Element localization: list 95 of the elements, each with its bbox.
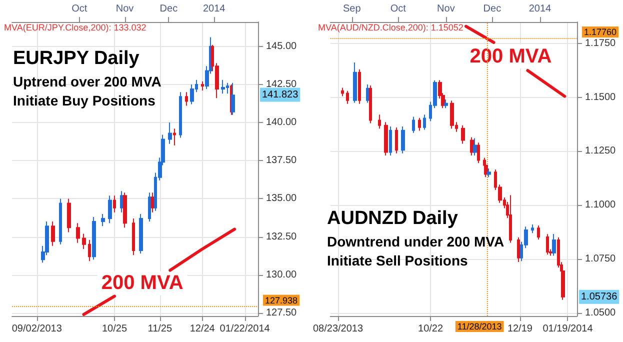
ref-line-label: 127.938	[265, 295, 298, 306]
x2-tick-label: Nov	[116, 4, 134, 14]
candlestick	[509, 194, 512, 244]
x2-tick-label: 2014	[528, 4, 552, 14]
candlestick	[423, 114, 426, 130]
y-tick-label: 1.0500	[585, 307, 616, 318]
y-tick-label: 140.00	[266, 117, 298, 128]
candlestick	[473, 138, 477, 156]
x-tick-label: 01/19/2014	[542, 324, 594, 334]
candlestick	[487, 168, 491, 178]
candlestick	[353, 62, 357, 104]
y-tick-label: 135.00	[266, 193, 298, 204]
candlestick	[401, 126, 405, 154]
candlestick	[82, 233, 86, 250]
series-label: 200 MVA	[470, 45, 552, 68]
candlestick	[358, 68, 361, 104]
candlestick	[389, 126, 392, 156]
annotation: 141.823	[262, 89, 299, 100]
candlestick	[384, 122, 388, 156]
candlestick	[517, 236, 520, 262]
y-tick-label: 1.1500	[585, 92, 616, 103]
text: EURJPY Daily	[13, 48, 140, 69]
y-tick-label: 127.50	[266, 307, 298, 318]
x-tick-label: 01/22/2014	[220, 324, 270, 334]
candlestick	[151, 192, 154, 213]
candlestick	[123, 192, 127, 228]
x2-tick-label: Dec	[483, 4, 502, 14]
x2-tick-label: Sep	[343, 4, 362, 14]
x-tick-label: 08/23/2013	[312, 324, 364, 334]
candlestick	[369, 85, 372, 124]
candlestick	[418, 117, 421, 132]
x-tick-label: 10/22	[418, 324, 444, 334]
y-tick-label: 1.1000	[585, 200, 616, 211]
x2-tick-label: Dec	[160, 4, 178, 14]
candlestick	[552, 233, 556, 256]
y-tick-label: 145.00	[266, 40, 298, 52]
y-tick-label: 1.1250	[585, 146, 616, 157]
annotation: MVA(EUR/JPY.Close,200): 133.032	[4, 22, 146, 32]
y-tick-label: 142.50	[266, 78, 298, 90]
candlestick	[179, 92, 182, 138]
candlestick	[132, 218, 135, 256]
candlestick	[470, 136, 474, 156]
annotation: MVA(AUD/NZD.Close,200): 1.15052	[318, 22, 464, 32]
y-tick-label: 1.1750	[585, 38, 616, 50]
candlestick	[190, 84, 194, 105]
x-tick-label: 11/25	[148, 324, 172, 334]
candlestick	[531, 224, 534, 234]
candlestick	[477, 142, 480, 164]
x-tick-label: 12/24	[190, 324, 216, 334]
candlestick	[67, 198, 71, 233]
text: Downtrend under 200 MVA Initiate Sell Positions	[327, 234, 504, 268]
candlestick	[88, 239, 91, 262]
candlestick	[557, 236, 560, 268]
series-label: 200 MVA	[101, 272, 184, 294]
candlestick	[378, 114, 381, 130]
ref-line-label: 1.17760	[584, 26, 617, 37]
y-tick-label: 1.0750	[585, 253, 616, 264]
y-tick-label: 132.50	[266, 231, 298, 242]
candlestick	[395, 127, 398, 154]
candlestick	[444, 99, 448, 109]
annotation: 1.05736	[581, 291, 618, 302]
candlestick	[139, 213, 143, 254]
y-tick-label: 130.00	[266, 269, 298, 280]
x2-tick-label: Nov	[437, 4, 455, 14]
x2-tick-label: 2014	[202, 4, 226, 14]
ref-line-label: 11/28/2013	[457, 322, 502, 332]
candlestick	[346, 90, 349, 104]
candlestick	[412, 116, 415, 134]
candlestick	[461, 124, 465, 144]
x-tick-label: 12/19	[507, 324, 533, 334]
candlestick	[221, 79, 225, 94]
candlestick	[173, 128, 176, 146]
x-tick-label: 09/02/2013	[12, 324, 62, 334]
x-tick-label: 10/25	[102, 324, 128, 334]
candlestick	[92, 216, 96, 260]
candlestick	[201, 80, 204, 92]
candlestick	[101, 213, 105, 227]
candlestick	[537, 225, 540, 240]
candlestick	[148, 192, 151, 222]
candlestick	[168, 122, 172, 144]
x2-tick-label: Oct	[390, 4, 406, 14]
y-tick-label: 137.50	[266, 155, 298, 166]
candlestick	[113, 195, 116, 213]
candlestick	[450, 100, 454, 130]
candlestick	[76, 222, 80, 244]
text: Uptrend over 200 MVA Initiate Buy Positions	[13, 74, 162, 108]
candlestick	[341, 87, 344, 97]
candlestick	[51, 221, 55, 246]
candlestick	[59, 198, 62, 245]
candlestick	[185, 92, 188, 106]
candlestick	[366, 84, 369, 104]
x2-tick-label: Oct	[72, 4, 88, 14]
candlestick	[546, 234, 549, 256]
text: AUDNZD Daily	[327, 208, 458, 229]
candlestick	[108, 195, 112, 224]
